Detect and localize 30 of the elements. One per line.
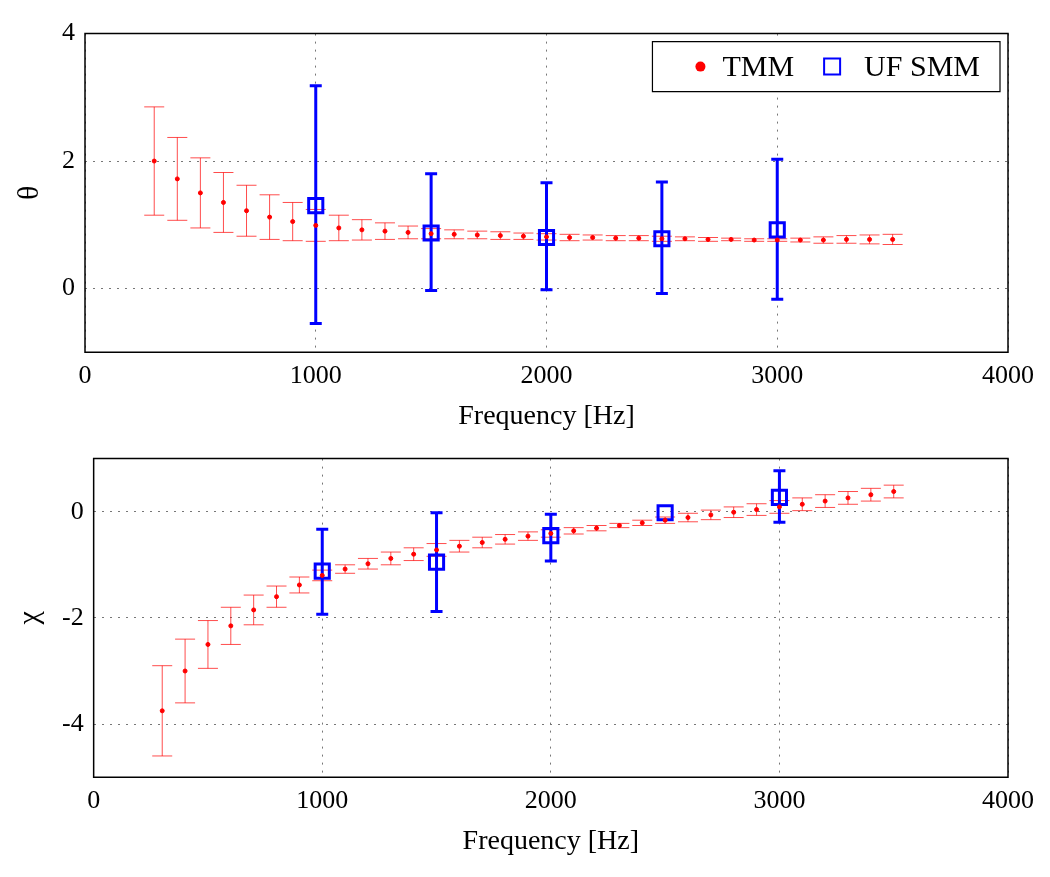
y-tick-label: 0 <box>62 272 75 302</box>
y-tick-label: 2 <box>62 144 75 174</box>
point <box>656 504 674 522</box>
point <box>537 228 556 247</box>
y-tick-label: 0 <box>70 495 84 525</box>
x-tick-label: 2000 <box>524 784 577 814</box>
x-tick-label: 3000 <box>753 784 806 814</box>
point <box>313 562 331 580</box>
x-tick-label: 4000 <box>982 359 1034 389</box>
x-axis-title: Frequency [Hz] <box>462 823 640 855</box>
point <box>653 230 671 248</box>
x-tick-label: 4000 <box>982 784 1034 814</box>
y-tick-label: 4 <box>62 17 75 47</box>
x-tick-label: 1000 <box>296 784 349 814</box>
legend-label: TMM <box>722 49 795 83</box>
y-axis-title: χ <box>10 610 44 626</box>
y-tick-label: -2 <box>61 601 84 631</box>
point <box>307 197 325 215</box>
point <box>422 224 440 242</box>
x-tick-label: 2000 <box>520 359 573 389</box>
x-axis-title: Frequency [Hz] <box>458 398 635 430</box>
point <box>542 527 560 545</box>
legend-label: UF SMM <box>864 49 981 83</box>
point <box>768 221 786 239</box>
x-tick-label: 3000 <box>751 359 804 389</box>
point <box>427 553 446 571</box>
y-tick-label: -4 <box>61 707 84 737</box>
x-tick-label: 1000 <box>289 359 342 389</box>
point <box>770 488 788 506</box>
y-axis-title: θ <box>10 185 44 201</box>
